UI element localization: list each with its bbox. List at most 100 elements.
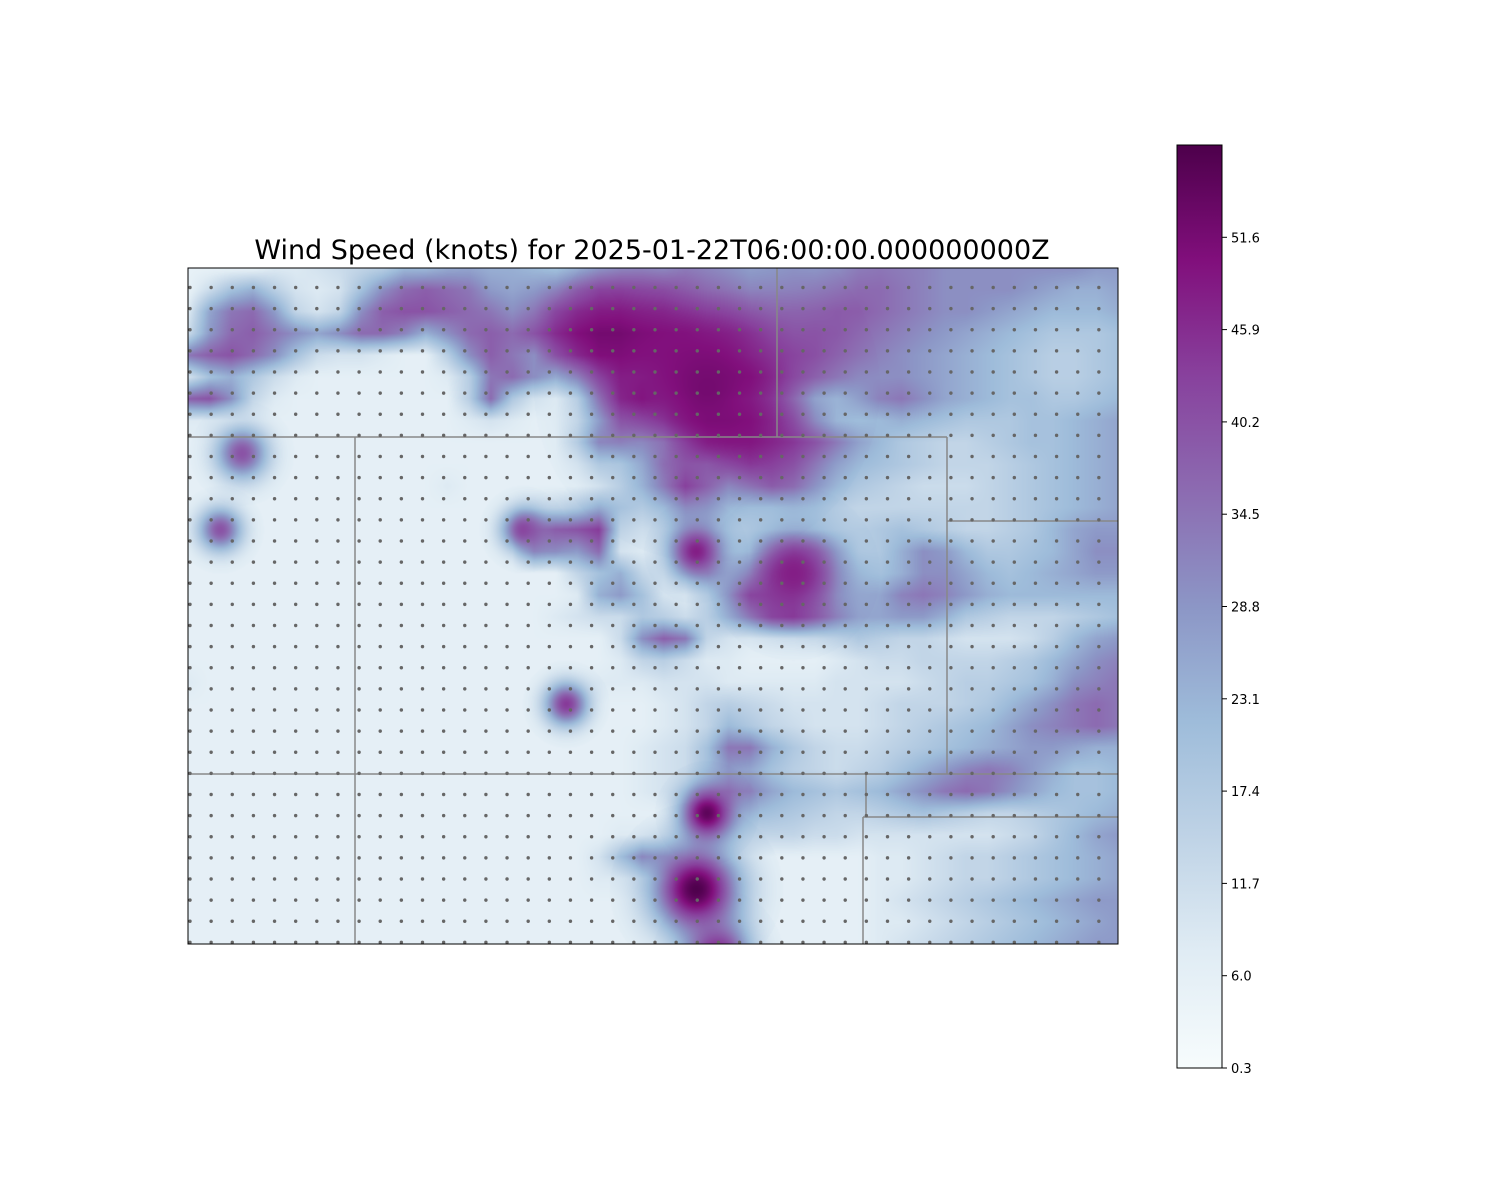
grid-point (505, 750, 509, 754)
grid-point (737, 813, 742, 818)
grid-point (928, 666, 932, 670)
grid-point (589, 877, 594, 881)
grid-point (695, 412, 699, 416)
grid-point (801, 729, 805, 733)
grid-point (589, 328, 594, 332)
grid-point (695, 835, 699, 839)
grid-point (547, 391, 552, 395)
grid-point (695, 856, 699, 860)
grid-point (399, 813, 404, 818)
grid-point (1033, 306, 1038, 311)
grid-point (991, 412, 995, 416)
grid-point (293, 729, 298, 733)
grid-point (674, 835, 678, 839)
grid-point (378, 687, 382, 691)
grid-point (378, 285, 382, 290)
grid-point (209, 771, 213, 776)
grid-point (293, 687, 298, 691)
grid-point (293, 644, 298, 649)
grid-point (1012, 497, 1017, 501)
grid-point (547, 919, 552, 923)
grid-point (568, 623, 573, 628)
grid-point (1097, 370, 1101, 374)
grid-point (1012, 792, 1017, 797)
grid-point (336, 433, 340, 438)
grid-point (526, 877, 530, 881)
grid-point (251, 349, 256, 353)
grid-point (293, 349, 298, 353)
grid-point (272, 433, 277, 438)
grid-point (484, 792, 488, 797)
grid-point (991, 602, 995, 607)
grid-point (716, 623, 721, 628)
grid-point (315, 581, 319, 585)
grid-point (209, 454, 213, 459)
grid-point (441, 835, 446, 839)
grid-point (780, 813, 784, 818)
grid-point (1076, 370, 1080, 374)
grid-point (315, 898, 319, 902)
grid-point (653, 328, 657, 332)
grid-point (885, 412, 890, 416)
grid-point (801, 940, 805, 944)
grid-point (1012, 349, 1017, 353)
grid-point (505, 856, 509, 860)
colorbar-tick-label: 51.6 (1231, 231, 1260, 246)
grid-point (399, 370, 404, 374)
grid-point (357, 539, 361, 543)
grid-point (822, 560, 826, 564)
grid-point (864, 940, 869, 944)
grid-point (357, 919, 361, 923)
grid-point (1097, 856, 1101, 860)
grid-point (568, 285, 573, 290)
grid-point (906, 687, 911, 691)
grid-point (653, 856, 657, 860)
grid-point (991, 497, 995, 501)
grid-point (822, 285, 826, 290)
grid-point (188, 708, 192, 712)
grid-point (315, 602, 319, 607)
grid-point (1076, 518, 1080, 522)
grid-point (1033, 750, 1038, 754)
grid-point (357, 518, 361, 522)
grid-point (885, 560, 890, 564)
grid-point (589, 539, 594, 543)
grid-point (991, 666, 995, 670)
grid-point (230, 940, 234, 944)
grid-point (970, 306, 974, 311)
grid-point (653, 877, 657, 881)
grid-point (611, 497, 615, 501)
grid-point (1012, 813, 1017, 818)
grid-point (378, 328, 382, 332)
grid-point (463, 687, 467, 691)
grid-point (209, 306, 213, 311)
grid-point (801, 285, 805, 290)
grid-point (632, 919, 636, 923)
grid-point (336, 306, 340, 311)
grid-point (864, 370, 869, 374)
grid-point (991, 433, 995, 438)
grid-point (378, 940, 382, 944)
grid-point (674, 602, 678, 607)
grid-point (526, 560, 530, 564)
grid-point (843, 623, 847, 628)
grid-point (780, 856, 784, 860)
grid-point (378, 433, 382, 438)
grid-point (885, 750, 890, 754)
grid-point (822, 454, 826, 459)
grid-point (695, 454, 699, 459)
grid-point (420, 644, 425, 649)
grid-point (737, 750, 742, 754)
grid-point (420, 581, 425, 585)
grid-point (251, 729, 256, 733)
grid-point (885, 919, 890, 923)
grid-point (801, 877, 805, 881)
grid-point (420, 349, 425, 353)
grid-point (230, 708, 234, 712)
grid-point (209, 687, 213, 691)
grid-point (209, 475, 213, 480)
grid-point (188, 666, 192, 670)
grid-point (801, 497, 805, 501)
grid-point (188, 792, 192, 797)
grid-point (758, 708, 763, 712)
